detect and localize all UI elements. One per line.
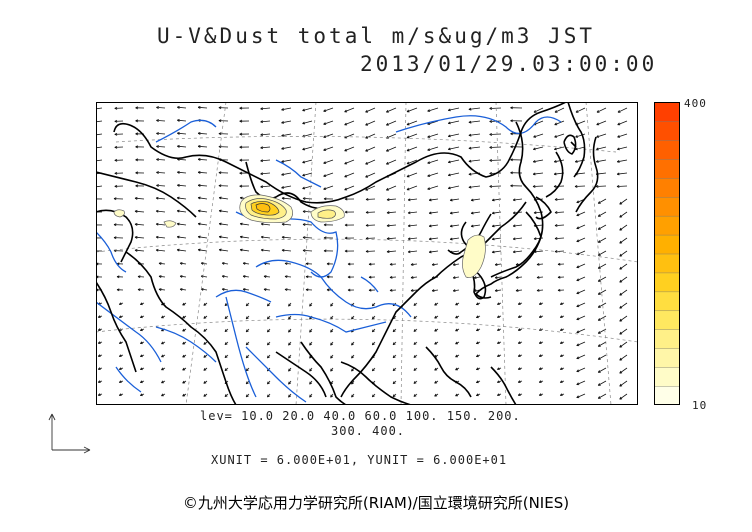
- vector-unit-axes-icon: [48, 413, 91, 454]
- colorbar-cell: [654, 366, 680, 387]
- colorbar-cell: [654, 158, 680, 179]
- colorbar-cell: [654, 120, 680, 141]
- colorbar-cell: [654, 177, 680, 198]
- colorbar-cell: [654, 139, 680, 160]
- dust-map: [96, 102, 638, 405]
- colorbar-cell: [654, 215, 680, 236]
- colorbar-cell: [654, 234, 680, 255]
- vector-units-text: XUNIT = 6.000E+01, YUNIT = 6.000E+01: [211, 453, 508, 467]
- contour-levels-line1: lev= 10.0 20.0 40.0 60.0 100. 150. 200.: [200, 409, 521, 423]
- contour-levels-line2: 300. 400.: [331, 424, 406, 438]
- colorbar-cell: [654, 385, 680, 405]
- colorbar-max-label: 400: [684, 97, 707, 110]
- graticule: [96, 102, 638, 405]
- map-timestamp: 2013/01/29.03:00:00: [360, 52, 658, 76]
- colorbar-cell: [654, 329, 680, 349]
- copyright-notice: ©九州大学応用力学研究所(RIAM)/国立環境研究所(NIES): [182, 494, 570, 512]
- colorbar-cell: [654, 272, 680, 293]
- colorbar-cell: [654, 347, 680, 368]
- map-frame: [96, 102, 638, 405]
- dust-concentration-contours: [113, 194, 486, 278]
- rivers: [96, 115, 562, 403]
- colorbar-cell: [654, 196, 680, 217]
- colorbar-min-label: 10: [692, 399, 708, 412]
- colorbar-cell: [654, 102, 680, 122]
- colorbar-cell: [654, 310, 680, 330]
- colorbar-cell: [654, 253, 680, 274]
- colorbar-cell: [654, 291, 680, 312]
- colorbar: [654, 102, 680, 405]
- wind-vectors: [96, 105, 628, 400]
- coastlines: [96, 102, 599, 405]
- map-title: U-V&Dust total m/s&ug/m3 JST: [156, 24, 595, 48]
